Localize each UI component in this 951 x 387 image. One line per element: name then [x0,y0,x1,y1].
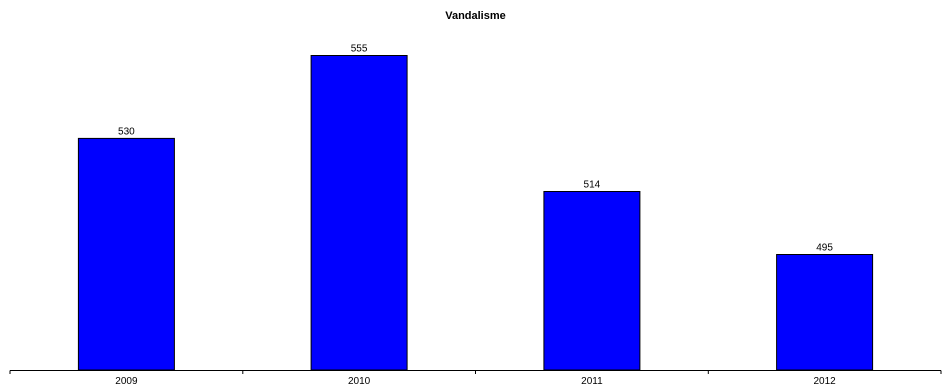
data-label-2009: 530 [118,126,135,137]
bar-2012 [776,254,874,371]
x-tick-label-2009: 2009 [115,376,138,387]
x-tick-label-2012: 2012 [813,376,836,387]
bar-2011 [543,191,641,371]
data-label-2010: 555 [351,44,368,55]
bar-2010 [310,55,408,371]
x-axis-ticks [9,370,942,374]
x-tick-label-2010: 2010 [348,376,371,387]
data-labels-group: 530 555 514 495 [118,44,833,254]
x-tick-labels-group: 2009 2010 2011 2012 [115,376,836,387]
data-label-2012: 495 [816,243,833,254]
bar-2009 [77,137,175,371]
bars-group [77,55,874,371]
x-tick-label-2011: 2011 [581,376,603,387]
data-label-2011: 514 [584,180,601,191]
chart-title: Vandalisme [445,10,506,22]
